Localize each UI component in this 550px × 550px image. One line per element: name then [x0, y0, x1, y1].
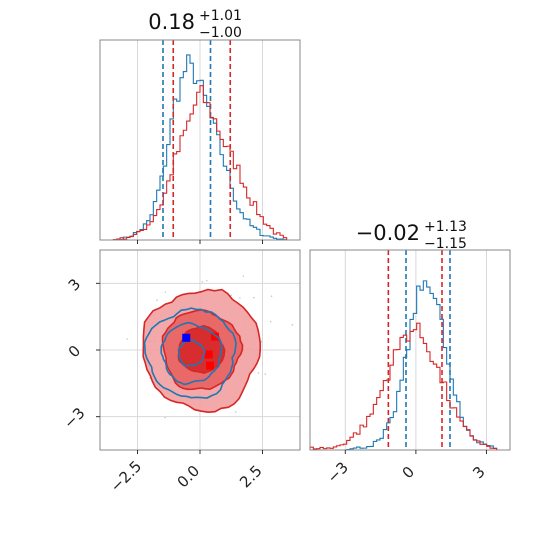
sample-point [164, 291, 167, 293]
density-peak-marker [204, 350, 213, 359]
panel-title-param-2: −0.02 [356, 221, 420, 245]
x-tick-label: −3 [324, 458, 352, 486]
density-contour-series-2 [160, 321, 223, 386]
sample-point [270, 295, 273, 298]
sample-point [205, 279, 208, 282]
x-tick-label: 0 [399, 463, 418, 482]
sample-point [234, 411, 237, 413]
sample-point [201, 281, 204, 283]
y-tick-label: 0 [65, 342, 84, 361]
sample-point [260, 340, 263, 343]
joint-density-panel: −2.5 0.0 2.5 −3 0 3 [60, 249, 306, 496]
sample-point [291, 324, 294, 326]
density-contour-series-2 [143, 307, 237, 399]
histogram-series-2 [100, 85, 300, 241]
density-peak-marker [211, 332, 219, 341]
density-contour-series-2 [177, 339, 206, 367]
panel-title-lower-param-1: −1.00 [199, 25, 242, 41]
x-tick-label: 2.5 [236, 462, 266, 492]
panel-title-upper-param-1: +1.01 [199, 8, 242, 24]
x-tick-label: 3 [469, 463, 488, 482]
sample-point [264, 373, 267, 376]
y-tick-label: −3 [60, 404, 88, 432]
x-tick-label: 0.0 [174, 462, 204, 492]
sample-point [164, 416, 166, 419]
panel-title-param-1: 0.18 [148, 10, 195, 34]
panel-title-lower-param-2: −1.15 [424, 236, 467, 252]
y-tick-label: 3 [65, 275, 84, 294]
density-peak-marker [182, 333, 191, 342]
sample-point [257, 372, 260, 374]
sample-point [126, 338, 128, 340]
panel-title-upper-param-2: +1.13 [424, 219, 467, 235]
x-tick-label: −2.5 [107, 457, 145, 495]
density-peak-marker [206, 361, 214, 370]
sample-point [242, 275, 245, 277]
sample-point [156, 299, 158, 302]
sample-point [304, 316, 306, 318]
sample-point [269, 320, 272, 323]
marginal-histogram-param-1: 0.18 +1.01 −1.00 [99, 8, 301, 244]
histogram-series-2 [309, 322, 510, 451]
marginal-histogram-param-2: −3 0 3 −0.02 +1.13 −1.15 [309, 219, 511, 487]
sample-point [253, 296, 255, 299]
sample-point [239, 297, 241, 299]
sample-point [230, 294, 232, 297]
